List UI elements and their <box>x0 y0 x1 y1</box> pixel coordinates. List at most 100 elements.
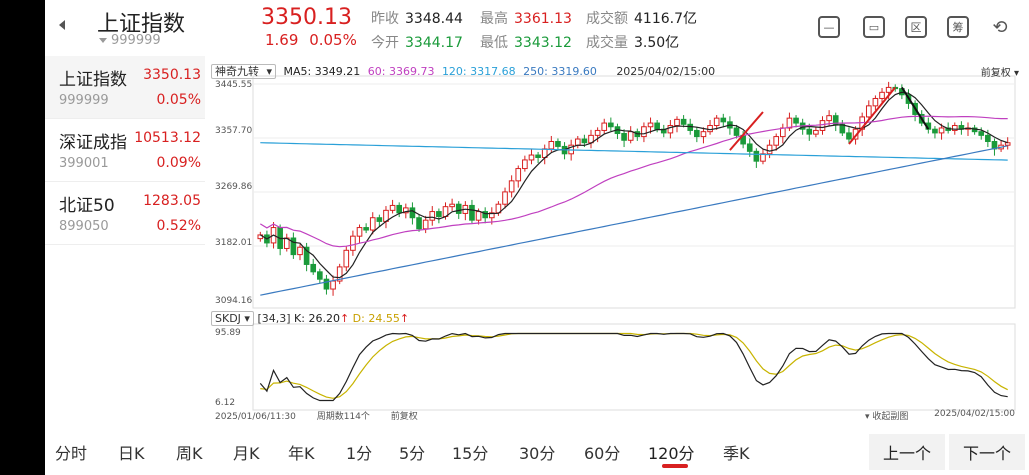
candle-body <box>548 141 555 150</box>
candle-body <box>680 118 687 125</box>
candle-body <box>627 131 634 141</box>
candle-body <box>290 237 297 256</box>
candle-body <box>343 249 350 268</box>
kline-chart[interactable]: 神奇九转 ▾ MA5: 3349.21 60: 3369.73 120: 331… <box>205 56 1029 424</box>
candle-body <box>323 278 330 290</box>
index-code: 999999 <box>111 33 161 48</box>
candle-body <box>713 117 720 127</box>
filter-icon[interactable]: 筹 <box>947 16 969 38</box>
tab-60min[interactable]: 60分 <box>584 444 621 463</box>
fq-select[interactable]: 前复权 ▾ <box>980 68 1019 79</box>
last-price: 3350.13 <box>261 5 352 30</box>
tab-120min[interactable]: 120分 <box>648 444 695 463</box>
interval-icon[interactable]: 区 <box>905 16 927 38</box>
candle-body <box>303 246 310 265</box>
tab-year[interactable]: 年K <box>288 444 315 463</box>
amount: 成交额 4116.7亿 <box>586 8 697 28</box>
candle-body <box>780 127 786 138</box>
candle-body <box>813 129 819 135</box>
list-item[interactable]: 深证成指 10513.12 399001 0.09% <box>45 119 205 182</box>
stock-name: 上证指数 <box>59 70 127 90</box>
collapse-subchart[interactable]: ▾ 收起副图 <box>865 412 909 422</box>
stock-name: 深证成指 <box>59 133 127 153</box>
candle-body <box>416 217 422 230</box>
watchlist: 上证指数 3350.13 999999 0.05% 深证成指 10513.12 … <box>45 56 205 245</box>
tab-1min[interactable]: 1分 <box>346 444 373 463</box>
list-item[interactable]: 北证50 1283.05 899050 0.52% <box>45 182 205 245</box>
rotate-screen-icon[interactable]: ⟲ <box>992 16 1008 38</box>
tab-quarter[interactable]: 季K <box>723 444 750 463</box>
draw-icon[interactable]: ▭ <box>863 16 885 38</box>
candle-body <box>707 125 713 133</box>
minus-icon[interactable]: — <box>818 16 840 38</box>
candle-body <box>581 138 588 144</box>
change-value: 1.69 <box>265 31 299 49</box>
ma5-label: MA5: 3349.21 <box>283 65 361 78</box>
tab-15min[interactable]: 15分 <box>452 444 489 463</box>
candle-body <box>1004 142 1011 146</box>
candle-body <box>488 212 495 219</box>
candle-body <box>555 141 561 147</box>
prev-button[interactable]: 上一个 <box>869 434 945 470</box>
price-change: 1.69 0.05% <box>265 31 357 49</box>
kdj-d-line <box>260 332 1008 399</box>
candle-body <box>806 128 813 135</box>
kdj-select[interactable]: SKDJ ▾ <box>211 311 254 326</box>
tab-30min[interactable]: 30分 <box>519 444 556 463</box>
stock-pct: 0.09% <box>156 155 201 171</box>
candle-body <box>760 153 766 162</box>
ma60-label: 60: 3369.73 <box>367 65 435 78</box>
candle-body <box>522 159 528 170</box>
indicator-select[interactable]: 神奇九转 ▾ <box>211 64 277 79</box>
stock-name: 北证50 <box>59 196 115 216</box>
chart-toolbar: 神奇九转 ▾ MA5: 3349.21 60: 3369.73 120: 331… <box>211 63 719 79</box>
next-button[interactable]: 下一个 <box>949 434 1025 470</box>
candle-body <box>363 227 369 231</box>
change-pct: 0.05% <box>309 31 357 49</box>
candle-body <box>700 131 707 138</box>
tab-day[interactable]: 日K <box>118 444 145 463</box>
indicator-label: 神奇九转 <box>215 65 259 78</box>
candle-body <box>654 122 660 130</box>
list-item[interactable]: 上证指数 3350.13 999999 0.05% <box>45 56 205 119</box>
candle-body <box>932 128 938 134</box>
kdj-label: SKDJ <box>215 312 241 325</box>
index-name[interactable]: 上证指数 <box>97 12 186 37</box>
active-tab-indicator <box>662 464 688 468</box>
tab-5min[interactable]: 5分 <box>399 444 426 463</box>
stock-code: 399001 <box>59 156 109 171</box>
candle-body <box>508 180 515 193</box>
chart-canvas[interactable] <box>205 56 1029 424</box>
stock-pct: 0.05% <box>156 92 201 108</box>
candle-body <box>310 263 317 273</box>
high-label: 最高 <box>480 11 508 27</box>
candle-body <box>753 150 760 162</box>
candle-body <box>826 115 832 122</box>
candle-body <box>832 115 839 125</box>
stock-code: 999999 <box>59 93 109 108</box>
candle-body <box>647 122 654 128</box>
candle-body <box>330 280 336 290</box>
prev-close-label: 昨收 <box>371 11 399 27</box>
candle-body <box>786 117 793 129</box>
candle-body <box>819 120 826 131</box>
start-date: 2025/01/06/11:30 <box>215 412 296 422</box>
kdj-y-tick: 6.12 <box>215 398 236 408</box>
tab-fenshi[interactable]: 分时 <box>55 444 88 463</box>
ma60-line <box>259 115 1008 248</box>
candle-body <box>720 117 727 123</box>
back-arrow-icon[interactable] <box>59 20 65 30</box>
tab-month[interactable]: 月K <box>233 444 260 463</box>
tab-week[interactable]: 周K <box>176 444 203 463</box>
candle-body <box>687 123 694 131</box>
candle-body <box>502 191 508 205</box>
candle-body <box>885 86 892 93</box>
collapse-label: 收起副图 <box>872 412 909 422</box>
candle-body <box>985 134 991 143</box>
candle-body <box>846 132 852 140</box>
candle-body <box>865 105 872 118</box>
candle-body <box>733 127 740 136</box>
y-tick: 3269.86 <box>215 182 253 192</box>
candle-body <box>746 143 753 152</box>
low: 最低 3343.12 <box>480 32 572 52</box>
